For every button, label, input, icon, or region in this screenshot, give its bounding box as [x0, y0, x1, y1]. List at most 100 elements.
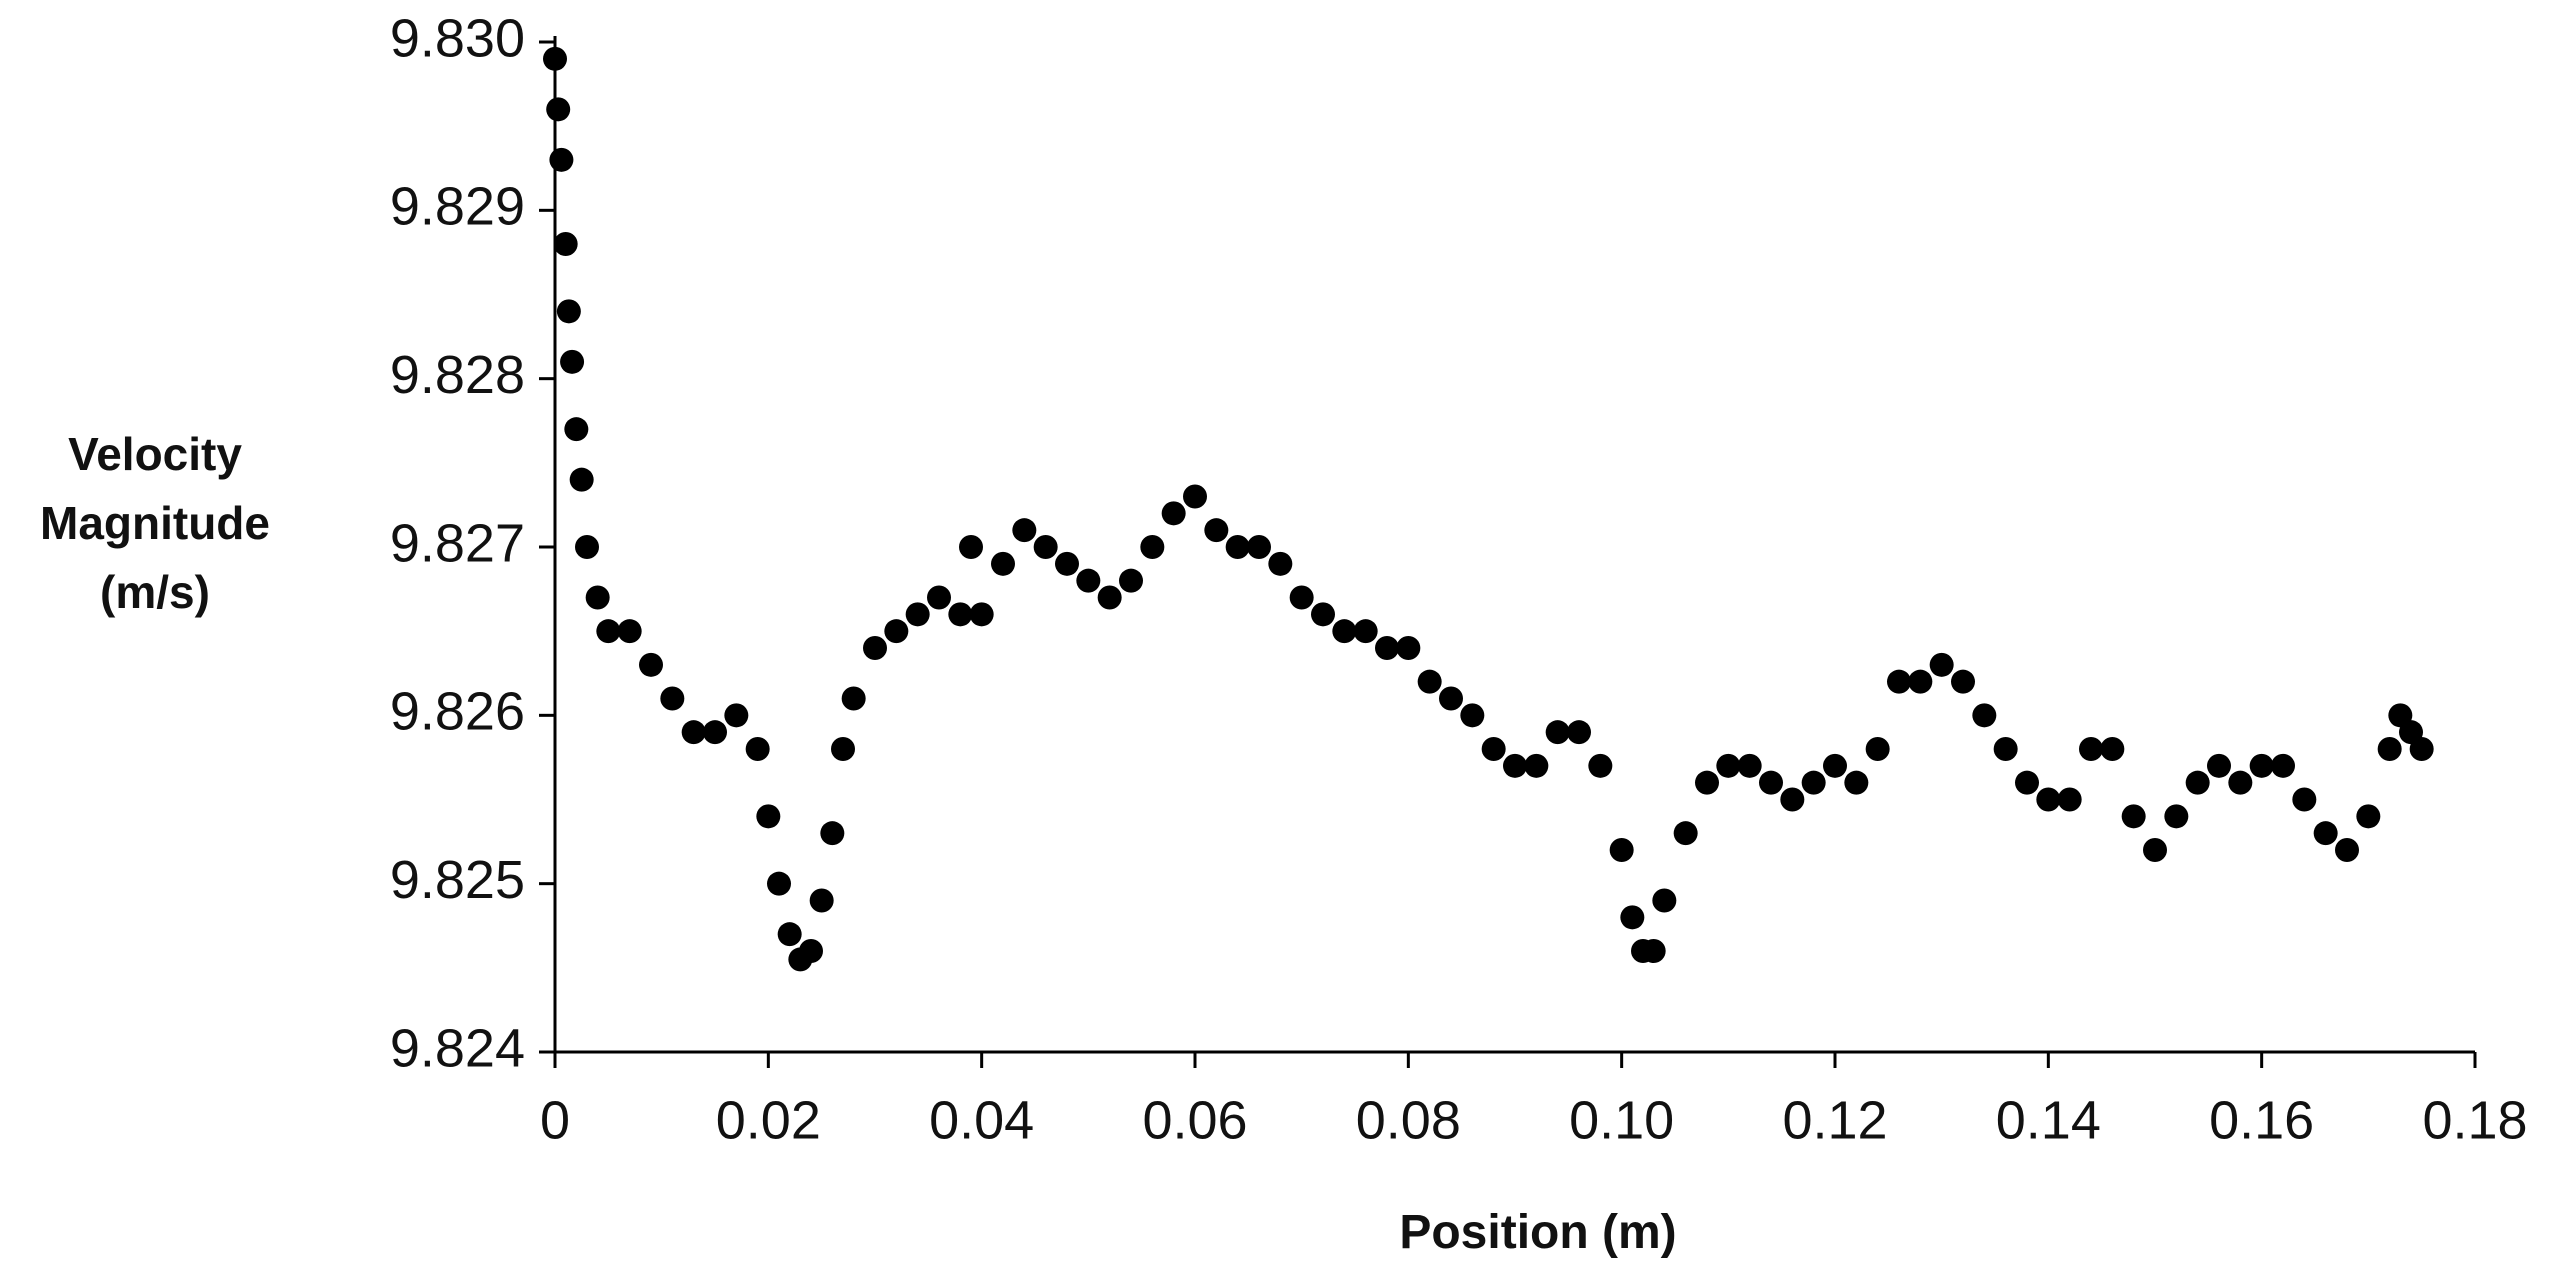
data-point: [1652, 888, 1677, 913]
data-point: [948, 602, 973, 627]
data-point: [2121, 804, 2146, 829]
data-point: [1161, 501, 1186, 526]
data-point: [2377, 737, 2402, 761]
data-point: [841, 686, 866, 711]
data-point: [2185, 770, 2210, 795]
data-point: [596, 619, 621, 644]
data-point: [809, 888, 834, 913]
x-tick-label: 0.16: [2209, 1090, 2314, 1150]
data-point: [1353, 619, 1378, 644]
data-point: [1311, 602, 1335, 627]
data-point: [905, 602, 930, 627]
data-point: [556, 299, 581, 324]
data-point: [927, 585, 951, 610]
data-point: [991, 551, 1015, 576]
data-point: [831, 737, 855, 761]
data-point: [2249, 753, 2274, 778]
x-tick-label: 0.10: [1569, 1090, 1674, 1150]
data-point: [1641, 939, 1666, 963]
data-point: [1524, 753, 1549, 778]
data-point: [2313, 821, 2338, 846]
data-point: [2292, 787, 2317, 812]
data-point: [1140, 535, 1165, 559]
data-point: [617, 619, 642, 644]
data-point: [575, 535, 599, 559]
data-point: [884, 619, 909, 644]
x-axis-label: Position (m): [1399, 1206, 1677, 1259]
data-point: [863, 636, 887, 660]
data-point: [585, 585, 610, 610]
data-point: [724, 703, 749, 728]
x-tick-label: 0.04: [929, 1090, 1034, 1150]
data-point: [543, 46, 567, 71]
data-point: [1097, 585, 1122, 610]
data-point: [1588, 753, 1613, 778]
data-point: [1780, 787, 1805, 812]
data-point: [1375, 636, 1399, 660]
x-tick-label: 0: [540, 1090, 570, 1150]
data-point: [1887, 669, 1911, 694]
data-point: [1737, 753, 1762, 778]
data-point: [1396, 636, 1421, 660]
y-tick-label: 9.827: [390, 513, 525, 573]
data-point: [2271, 753, 2295, 778]
x-tick-label: 0.14: [1996, 1090, 2101, 1150]
data-point: [1033, 535, 1058, 559]
data-point: [1481, 737, 1506, 761]
y-axis-label: Velocity Magnitude (m/s): [40, 428, 270, 618]
y-tick-label: 9.826: [390, 682, 525, 742]
x-tick-label: 0.08: [1356, 1090, 1461, 1150]
data-point: [569, 467, 594, 492]
data-point: [1673, 821, 1698, 846]
data-point: [969, 602, 994, 627]
data-point: [639, 652, 663, 677]
data-point: [1119, 568, 1143, 593]
data-point: [1929, 652, 1954, 677]
data-point: [1908, 669, 1933, 694]
y-tick-label: 9.830: [390, 8, 525, 68]
data-point: [1695, 770, 1719, 795]
data-point: [959, 535, 983, 559]
x-tick-label: 0.12: [1782, 1090, 1887, 1150]
data-point: [1759, 770, 1783, 795]
data-point: [1865, 737, 1890, 761]
data-point: [2409, 737, 2434, 761]
data-point: [2356, 804, 2381, 829]
x-tick-label: 0.06: [1142, 1090, 1247, 1150]
data-point: [2100, 737, 2125, 761]
data-point: [745, 737, 770, 761]
data-point: [767, 871, 791, 896]
data-point: [1823, 753, 1847, 778]
data-point: [1055, 551, 1079, 576]
data-point: [2057, 787, 2082, 812]
data-point: [1951, 669, 1975, 694]
y-tick-label: 9.824: [390, 1018, 525, 1078]
data-point: [1268, 551, 1293, 576]
data-point: [553, 232, 578, 256]
data-point: [2143, 838, 2167, 862]
data-point: [703, 720, 727, 745]
data-point: [799, 939, 823, 963]
data-point: [2036, 787, 2061, 812]
data-point: [2015, 770, 2039, 795]
data-point: [820, 821, 845, 846]
data-point: [1417, 669, 1442, 694]
y-tick-label: 9.828: [390, 345, 525, 405]
data-point: [2164, 804, 2189, 829]
data-point: [660, 686, 685, 711]
data-point: [2228, 770, 2253, 795]
data-point: [2335, 838, 2359, 862]
data-point: [681, 720, 706, 745]
data-point: [560, 349, 585, 374]
data-point: [1801, 770, 1826, 795]
data-point: [1716, 753, 1741, 778]
data-point: [549, 147, 574, 172]
data-point: [1247, 535, 1271, 559]
data-point: [1225, 535, 1250, 559]
data-point: [564, 417, 589, 442]
y-tick-label: 9.825: [390, 850, 525, 910]
data-point: [1183, 484, 1207, 509]
x-tick-label: 0.18: [2422, 1090, 2527, 1150]
